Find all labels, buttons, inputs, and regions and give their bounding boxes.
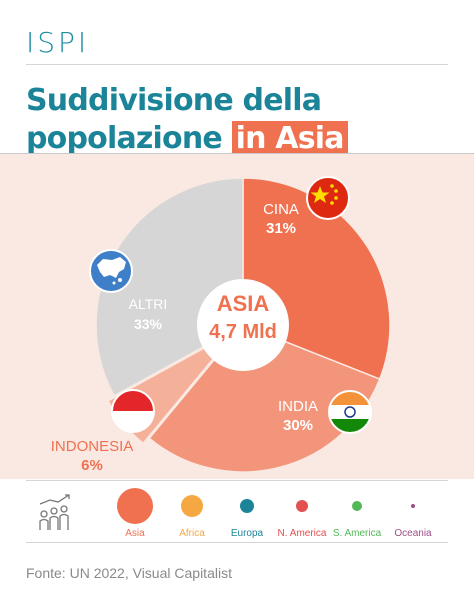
legend-marks: Asia Africa Europa N. America S. America Ocea… bbox=[117, 488, 432, 539]
slice-value-altri: 33% bbox=[134, 316, 163, 332]
legend-dot-europa bbox=[240, 499, 254, 513]
legend-divider-top bbox=[26, 480, 448, 481]
page-title: Suddivisione della popolazione in Asia bbox=[26, 82, 456, 158]
legend-label-asia: Asia bbox=[125, 528, 145, 539]
legend-dot-s-america bbox=[352, 501, 362, 511]
slice-label-india: INDIA bbox=[278, 398, 318, 415]
legend-label-n-america: N. America bbox=[278, 528, 327, 539]
slice-label-cina: CINA bbox=[263, 201, 299, 218]
legend-dot-africa bbox=[181, 495, 203, 517]
legend-items: Asia Africa Europa N. America S. America Ocea… bbox=[117, 488, 432, 539]
source-note: Fonte: UN 2022, Visual Capitalist bbox=[26, 565, 232, 581]
title-line-2: popolazione bbox=[26, 121, 232, 156]
legend-label-europa: Europa bbox=[231, 528, 264, 539]
legend-label-oceania: Oceania bbox=[394, 528, 432, 539]
slice-label-altri: ALTRI bbox=[129, 296, 168, 312]
legend-dot-oceania bbox=[411, 504, 415, 508]
slice-label-indonesia: INDONESIA bbox=[51, 438, 134, 455]
pie-chart: ASIA 4,7 Mld CINA 31% INDIA 30% INDONESI… bbox=[51, 176, 391, 474]
legend: Asia Africa Europa N. America S. America Ocea… bbox=[0, 478, 474, 544]
header-divider bbox=[26, 64, 448, 65]
slice-value-cina: 31% bbox=[266, 220, 296, 237]
legend-dot-asia bbox=[117, 488, 153, 524]
legend-label-africa: Africa bbox=[179, 528, 205, 539]
center-label-asia: ASIA bbox=[217, 291, 270, 316]
title-highlight: in Asia bbox=[231, 121, 348, 158]
center-label-total: 4,7 Mld bbox=[209, 321, 277, 343]
india-flag-icon bbox=[328, 390, 372, 434]
slice-value-indonesia: 6% bbox=[81, 457, 103, 474]
pie-slices bbox=[95, 177, 391, 473]
center-circle bbox=[197, 279, 289, 371]
china-flag-icon bbox=[306, 176, 350, 220]
ispi-logo: ISPI bbox=[26, 26, 90, 59]
asia-map-icon bbox=[89, 249, 133, 293]
slice-value-india: 30% bbox=[283, 417, 313, 434]
indonesia-flag-icon bbox=[111, 389, 155, 433]
population-growth-icon bbox=[39, 494, 70, 530]
legend-divider-bottom bbox=[26, 542, 448, 543]
legend-dot-n-america bbox=[296, 500, 308, 512]
legend-label-s-america: S. America bbox=[333, 528, 382, 539]
title-line-1: Suddivisione della bbox=[26, 83, 322, 118]
